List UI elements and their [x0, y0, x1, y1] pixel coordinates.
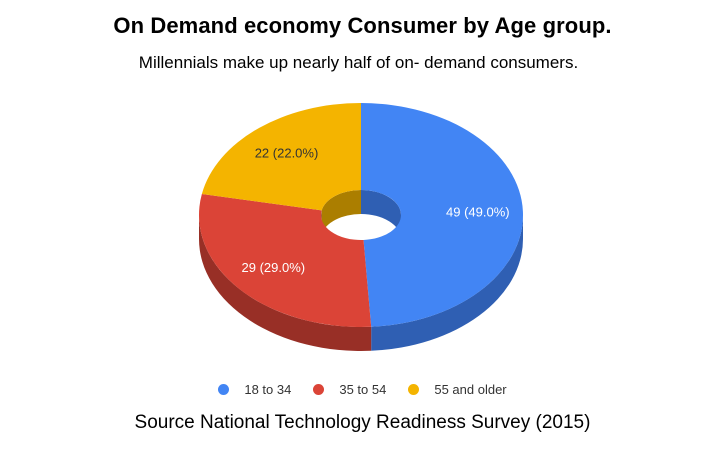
- legend-marker: [408, 384, 420, 395]
- slice-55-and-older: [201, 103, 361, 211]
- chart-subtitle: Millennials make up nearly half of on- d…: [0, 53, 725, 73]
- donut-labels: 49 (49.0%) 29 (29.0%) 22 (22.0%): [242, 146, 510, 275]
- chart-title: On Demand economy Consumer by Age group.: [113, 13, 612, 38]
- slice-side-18-to-34: [371, 215, 523, 351]
- legend-label: 55 and older: [434, 382, 507, 397]
- legend-label: 18 to 34: [244, 382, 292, 397]
- legend-marker: [313, 384, 325, 395]
- slice-data-label: 22 (22.0%): [255, 146, 319, 161]
- legend-item-18-34[interactable]: 18 to 34: [218, 382, 291, 397]
- legend-label: 35 to 54: [339, 382, 387, 397]
- slice-18-to-34: [361, 103, 524, 327]
- slice-inner-wall: [321, 190, 361, 235]
- slice-inner-wall: [361, 190, 401, 239]
- donut-sides: [199, 190, 523, 351]
- donut-tops: [198, 103, 524, 327]
- legend-marker: [218, 384, 230, 395]
- chart-legend: 18 to 34 35 to 54 55 and older: [0, 382, 725, 397]
- legend-item-35-54[interactable]: 35 to 54: [313, 382, 386, 397]
- chart-subtitle-text: Millennials make up nearly half of on- d…: [138, 53, 579, 72]
- slice-data-label: 49 (49.0%): [446, 204, 510, 219]
- slice-side-35-to-54: [199, 215, 372, 351]
- legend-item-55-older[interactable]: 55 and older: [408, 382, 507, 397]
- slice-35-to-54: [198, 194, 372, 327]
- chart-source-note: Source National Technology Readiness Sur…: [134, 412, 591, 433]
- slice-data-label: 29 (29.0%): [242, 260, 306, 275]
